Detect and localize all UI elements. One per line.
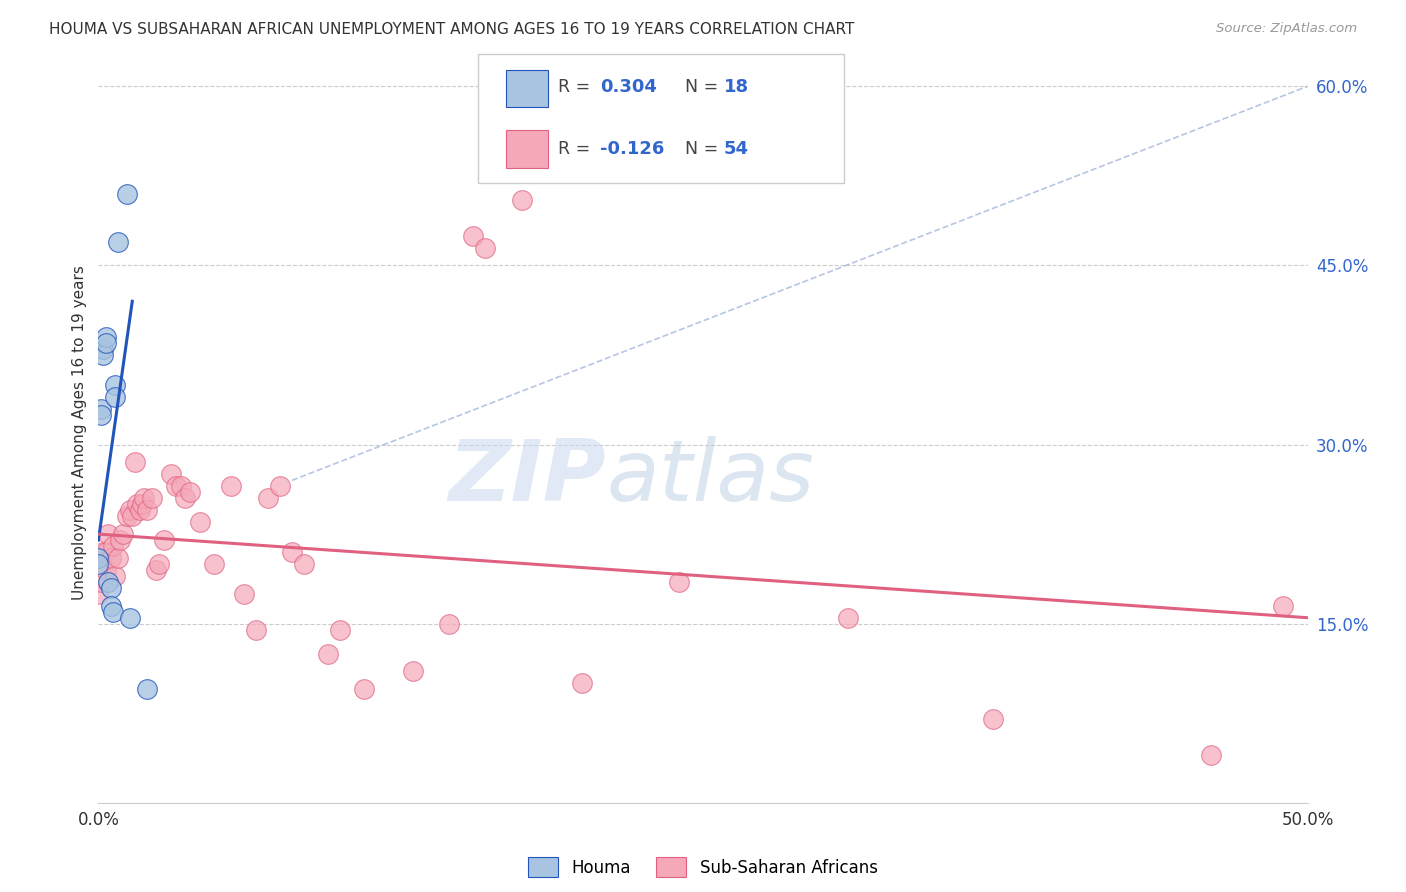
Point: [245, 623, 267, 637]
Point: [94, 563, 117, 577]
Point: [100, 581, 122, 595]
Point: [128, 503, 150, 517]
Point: [100, 599, 122, 613]
Point: [292, 557, 315, 571]
Point: [145, 563, 167, 577]
Point: [97, 527, 120, 541]
Text: N =: N =: [685, 78, 724, 96]
Point: [121, 509, 143, 524]
Point: [474, 240, 496, 254]
Point: [107, 235, 129, 249]
Text: 0.304: 0.304: [600, 78, 657, 96]
Point: [87, 557, 110, 571]
Point: [510, 193, 533, 207]
Point: [134, 491, 156, 506]
Point: [728, 139, 751, 153]
Point: [111, 527, 134, 541]
Point: [1199, 747, 1222, 762]
Point: [256, 491, 278, 506]
Point: [1272, 599, 1295, 613]
Point: [169, 479, 191, 493]
Point: [90, 401, 112, 416]
Point: [127, 497, 149, 511]
Point: [316, 647, 339, 661]
Point: [148, 557, 170, 571]
Point: [152, 533, 174, 547]
Point: [981, 712, 1004, 726]
Point: [118, 610, 141, 624]
Point: [131, 497, 153, 511]
Point: [104, 390, 127, 404]
Point: [269, 479, 291, 493]
Point: [571, 676, 593, 690]
Point: [141, 491, 163, 506]
Point: [91, 545, 114, 559]
Text: Source: ZipAtlas.com: Source: ZipAtlas.com: [1216, 22, 1357, 36]
Point: [117, 509, 139, 524]
Point: [94, 330, 117, 344]
Point: [104, 377, 127, 392]
Text: R =: R =: [558, 78, 596, 96]
Point: [108, 533, 131, 547]
Text: R =: R =: [558, 140, 596, 158]
Text: N =: N =: [685, 140, 724, 158]
Point: [463, 228, 485, 243]
Point: [135, 503, 157, 517]
Text: HOUMA VS SUBSAHARAN AFRICAN UNEMPLOYMENT AMONG AGES 16 TO 19 YEARS CORRELATION C: HOUMA VS SUBSAHARAN AFRICAN UNEMPLOYMENT…: [49, 22, 855, 37]
Point: [100, 551, 122, 566]
Point: [188, 515, 211, 529]
Point: [165, 479, 187, 493]
Point: [117, 186, 139, 201]
Point: [104, 569, 127, 583]
Point: [668, 574, 690, 589]
Text: ZIP: ZIP: [449, 435, 606, 518]
Point: [94, 545, 117, 559]
Point: [837, 610, 859, 624]
Point: [402, 665, 425, 679]
Legend: Houma, Sub-Saharan Africans: Houma, Sub-Saharan Africans: [522, 851, 884, 883]
Text: -0.126: -0.126: [600, 140, 665, 158]
Point: [232, 587, 254, 601]
Point: [174, 491, 197, 506]
Point: [353, 682, 375, 697]
Point: [90, 574, 112, 589]
Text: 54: 54: [724, 140, 749, 158]
Point: [124, 455, 146, 469]
Point: [91, 342, 114, 356]
Point: [97, 574, 120, 589]
Point: [118, 503, 141, 517]
Point: [101, 605, 124, 619]
Point: [87, 551, 110, 566]
Text: 18: 18: [724, 78, 749, 96]
Point: [135, 682, 157, 697]
Text: atlas: atlas: [606, 435, 814, 518]
Point: [90, 408, 112, 422]
Point: [160, 467, 183, 482]
Point: [101, 539, 124, 553]
Point: [87, 587, 110, 601]
Y-axis label: Unemployment Among Ages 16 to 19 years: Unemployment Among Ages 16 to 19 years: [72, 265, 87, 600]
Point: [437, 616, 460, 631]
Point: [94, 336, 117, 351]
Point: [107, 551, 129, 566]
Point: [204, 557, 226, 571]
Point: [221, 479, 243, 493]
Point: [329, 623, 352, 637]
Point: [179, 485, 201, 500]
Point: [281, 545, 304, 559]
Point: [91, 348, 114, 362]
